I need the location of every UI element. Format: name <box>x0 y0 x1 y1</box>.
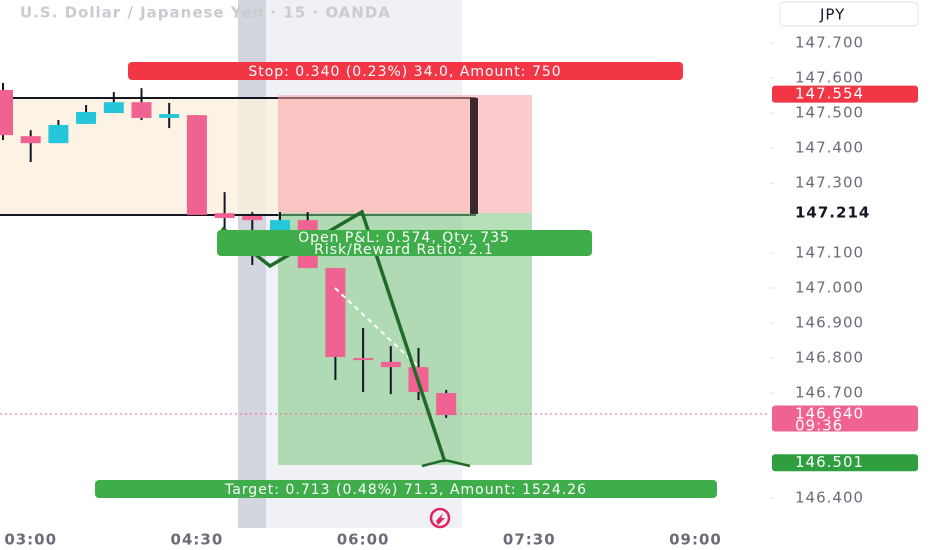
candle-body <box>186 115 207 215</box>
y-tick-label: 146.700 <box>795 384 864 402</box>
price-badge <box>772 405 918 432</box>
candle-body <box>48 124 69 144</box>
stop-zone <box>278 95 532 213</box>
stop-label-box <box>128 62 683 80</box>
y-tick-label: 147.700 <box>795 34 864 52</box>
price-badge-label: 147.214 <box>795 204 870 222</box>
x-tick-label: 03:00 <box>4 531 57 549</box>
y-tick-label: 147.300 <box>795 174 864 192</box>
candle-body <box>242 215 263 221</box>
currency-box[interactable] <box>779 1 919 27</box>
candle-body <box>20 136 41 144</box>
price-badge <box>772 85 918 103</box>
price-badge-label: 146.640 <box>795 405 864 423</box>
y-tick-label: 146.800 <box>795 349 864 367</box>
open-label: Open P&L: 0.574, Qty: 735 <box>298 230 510 246</box>
x-tick-label: 09:00 <box>669 531 722 549</box>
x-tick-label: 06:00 <box>337 531 390 549</box>
x-tick-label: 04:30 <box>171 531 224 549</box>
price-badge <box>772 204 918 222</box>
stop-label: Stop: 0.340 (0.23%) 34.0, Amount: 750 <box>248 64 561 80</box>
candles <box>0 82 457 418</box>
y-tick-label: 147.100 <box>795 244 864 262</box>
price-badge-label: 146.501 <box>795 453 864 471</box>
y-tick-label: 147.600 <box>795 69 864 87</box>
y-tick-label: 147.400 <box>795 139 864 157</box>
logo-bolt <box>436 513 445 525</box>
candle-body <box>353 358 374 361</box>
y-tick-label: 146.400 <box>795 489 864 507</box>
target-label: Target: 0.713 (0.48%) 71.3, Amount: 1524… <box>224 482 587 498</box>
open-label-box <box>217 230 592 256</box>
arrow-head <box>421 458 471 468</box>
target-label-box <box>95 480 717 498</box>
rectangle-edge <box>470 98 478 214</box>
candle-body <box>131 102 152 118</box>
candle-body <box>380 361 401 368</box>
price-badge-label: 147.554 <box>795 85 864 103</box>
price-axis: 147.700 147.600 147.500 147.400 147.300 147.1… <box>4 34 918 549</box>
ratio-label: Risk/Reward Ratio: 2.1 <box>314 242 494 258</box>
candle-body <box>325 268 346 357</box>
chart-title: U.S. Dollar / Japanese Yen · 15 · OANDA <box>20 4 391 22</box>
candle-body <box>103 102 124 114</box>
candle-body <box>436 393 457 416</box>
y-tick-label: 147.000 <box>795 279 864 297</box>
dashed-projection <box>334 287 421 369</box>
price-badge <box>772 454 918 472</box>
candle-body <box>159 114 180 118</box>
y-tick-label: 146.900 <box>795 314 864 332</box>
currency: JPY <box>819 6 845 24</box>
candle-body <box>214 213 235 219</box>
logo <box>429 507 451 529</box>
candle-body <box>270 220 290 233</box>
candle-body <box>76 112 97 124</box>
x-tick-label: 07:30 <box>503 531 556 549</box>
y-tick-label: 147.500 <box>795 104 864 122</box>
candle-body <box>0 89 13 136</box>
countdown-label: 09:36 <box>795 417 843 435</box>
